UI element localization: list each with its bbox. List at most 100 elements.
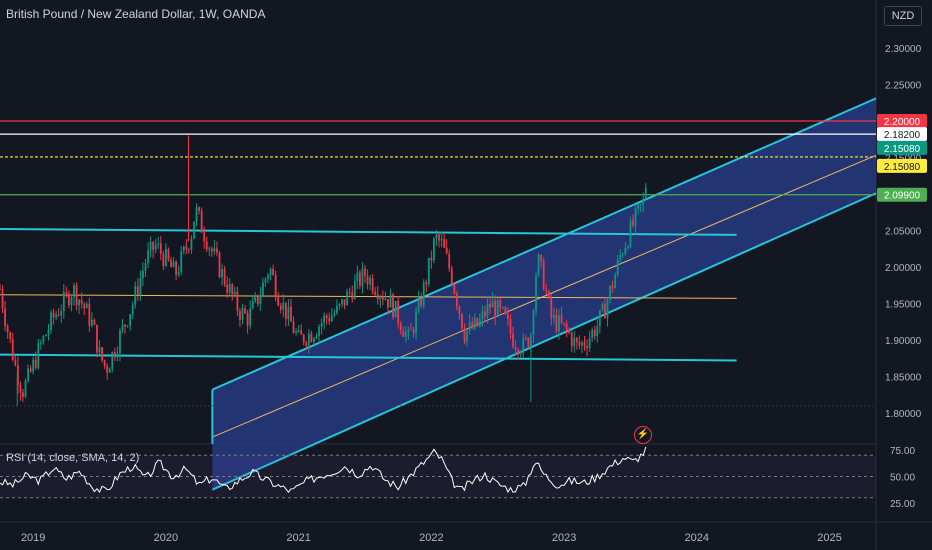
level-price-label: 2.20000 xyxy=(884,117,921,128)
candle-body xyxy=(323,315,326,323)
candle-body xyxy=(570,332,573,347)
candle-body xyxy=(139,278,142,295)
candle-body xyxy=(241,308,244,320)
candle-body xyxy=(14,360,17,365)
channel-middle-line xyxy=(212,154,877,438)
candle-body xyxy=(205,241,208,250)
current-price-badge xyxy=(877,140,927,155)
candle-body xyxy=(50,312,52,331)
candle-body xyxy=(333,313,336,316)
candle-body xyxy=(637,204,640,209)
candle-body xyxy=(361,268,364,286)
candle-body xyxy=(187,249,190,251)
candle-body xyxy=(302,334,305,343)
time-tick-label: 2024 xyxy=(685,532,709,544)
candle-body xyxy=(90,319,93,326)
candle-body xyxy=(565,323,568,330)
candle-body xyxy=(509,318,512,334)
rsi-tick-label: 50.00 xyxy=(890,473,915,484)
candle-body xyxy=(586,346,588,349)
candle-body xyxy=(575,337,578,343)
rsi-indicator-label: RSI (14, close, SMA, 14, 2) xyxy=(6,452,140,464)
candle-body xyxy=(540,254,543,262)
currency-selector[interactable]: NZD xyxy=(884,6,922,26)
candle-body xyxy=(606,300,609,319)
candle-body xyxy=(29,368,32,372)
candle-body xyxy=(494,300,497,317)
candle-body xyxy=(601,303,604,311)
candle-body xyxy=(632,220,634,226)
candle-body xyxy=(75,285,78,306)
channel-upper-line xyxy=(211,97,877,391)
candle-body xyxy=(287,306,290,320)
candle-body xyxy=(596,326,599,337)
candle-body xyxy=(106,366,109,373)
candle-body xyxy=(568,329,571,333)
candle-body xyxy=(113,352,116,358)
candle-body xyxy=(517,349,520,354)
candle-body xyxy=(407,329,410,333)
candle-body xyxy=(512,333,514,348)
candle-body xyxy=(343,299,346,306)
candle-body xyxy=(39,342,42,344)
candle-body xyxy=(330,315,333,322)
candle-body xyxy=(24,380,27,398)
price-tick-label: 1.95000 xyxy=(885,300,922,311)
candle-body xyxy=(420,298,423,306)
candle-body xyxy=(272,269,275,276)
candle-body xyxy=(22,392,24,398)
candle-body xyxy=(231,284,234,295)
candle-body xyxy=(384,299,387,301)
candle-body xyxy=(389,294,392,308)
candle-body xyxy=(320,322,323,327)
price-tick-label: 2.30000 xyxy=(885,44,922,55)
candle-body xyxy=(172,261,175,268)
candle-body xyxy=(177,271,180,275)
candle-body xyxy=(167,248,170,260)
price-tick-label: 2.05000 xyxy=(885,227,922,238)
candle-body xyxy=(402,330,405,337)
candle-body xyxy=(588,338,591,349)
candle-body xyxy=(379,296,382,300)
candle-body xyxy=(16,364,19,386)
candle-body xyxy=(282,302,285,310)
candle-body xyxy=(190,238,193,250)
candle-body xyxy=(412,329,415,334)
candle-body xyxy=(450,268,453,285)
candle-body xyxy=(297,330,300,332)
candles-group xyxy=(0,135,647,406)
candle-body xyxy=(514,347,517,350)
time-tick-label: 2021 xyxy=(286,532,310,544)
candle-body xyxy=(435,234,438,239)
rsi-tick-label: 25.00 xyxy=(890,499,915,510)
candle-body xyxy=(356,272,359,282)
candle-body xyxy=(578,342,581,346)
candle-body xyxy=(583,342,586,347)
lightning-alert-icon[interactable]: ⚡ xyxy=(634,426,652,444)
candle-body xyxy=(290,306,292,322)
candle-body xyxy=(491,300,494,308)
candle-body xyxy=(374,291,377,295)
candle-body xyxy=(527,338,530,347)
channel-lower-line xyxy=(211,192,877,491)
time-tick-label: 2025 xyxy=(817,532,841,544)
candle-body xyxy=(131,304,134,315)
candle-body xyxy=(47,330,50,335)
candle-body xyxy=(277,297,280,306)
candle-body xyxy=(305,342,308,346)
candle-body xyxy=(415,311,417,334)
candle-body xyxy=(300,330,303,335)
candle-body xyxy=(165,248,167,267)
price-tick-label: 2.00000 xyxy=(885,263,922,274)
candle-body xyxy=(221,268,223,278)
candle-body xyxy=(532,310,535,335)
candle-body xyxy=(65,292,68,294)
current-price-badge xyxy=(877,158,927,173)
candle-body xyxy=(535,275,537,311)
candle-body xyxy=(244,308,246,314)
candle-body xyxy=(560,315,563,323)
candle-body xyxy=(216,248,218,253)
candle-body xyxy=(624,247,627,255)
candle-body xyxy=(111,352,114,369)
